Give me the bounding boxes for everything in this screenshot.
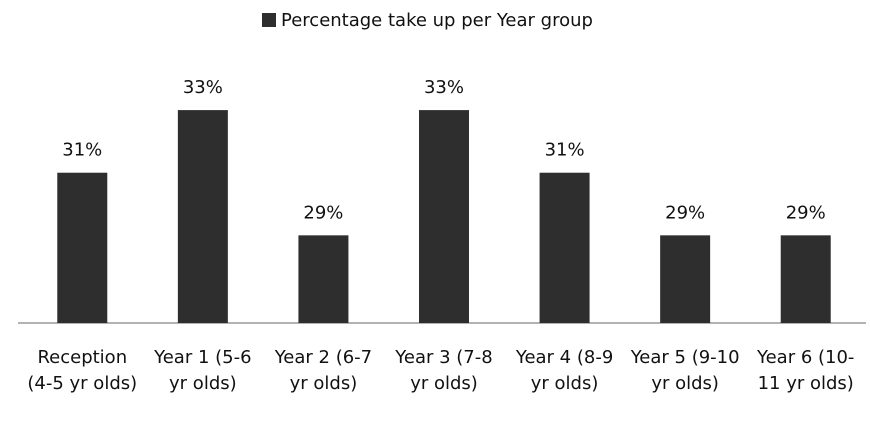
value-label: 33% — [183, 77, 223, 98]
value-label: 31% — [545, 140, 585, 161]
value-label: 29% — [303, 202, 343, 223]
bar — [177, 110, 228, 323]
x-tick-label: Year 6 (10-11 yr olds) — [756, 347, 855, 394]
x-tick-label: Year 1 (5-6 yr olds) — [154, 347, 252, 394]
bar — [660, 235, 711, 323]
legend-swatch — [262, 13, 276, 27]
bar — [57, 172, 108, 323]
x-tick-label: Year 3 (7-8 yr olds) — [395, 347, 493, 394]
bar — [780, 235, 831, 323]
x-tick-label: Year 5 (9-10 yr olds) — [630, 347, 740, 394]
value-label: 31% — [62, 140, 102, 161]
value-label: 29% — [665, 202, 705, 223]
x-tick-label: Reception (4-5 yr olds) — [27, 347, 138, 394]
x-tick-label: Year 4 (8-9 yr olds) — [515, 347, 614, 394]
bar — [419, 110, 469, 323]
value-label: 33% — [424, 77, 464, 98]
bar — [539, 172, 590, 323]
x-tick-label: Year 2 (6-7 yr olds) — [274, 347, 373, 394]
bar — [298, 235, 349, 323]
legend-label: Percentage take up per Year group — [281, 10, 593, 31]
value-label: 29% — [786, 202, 826, 223]
